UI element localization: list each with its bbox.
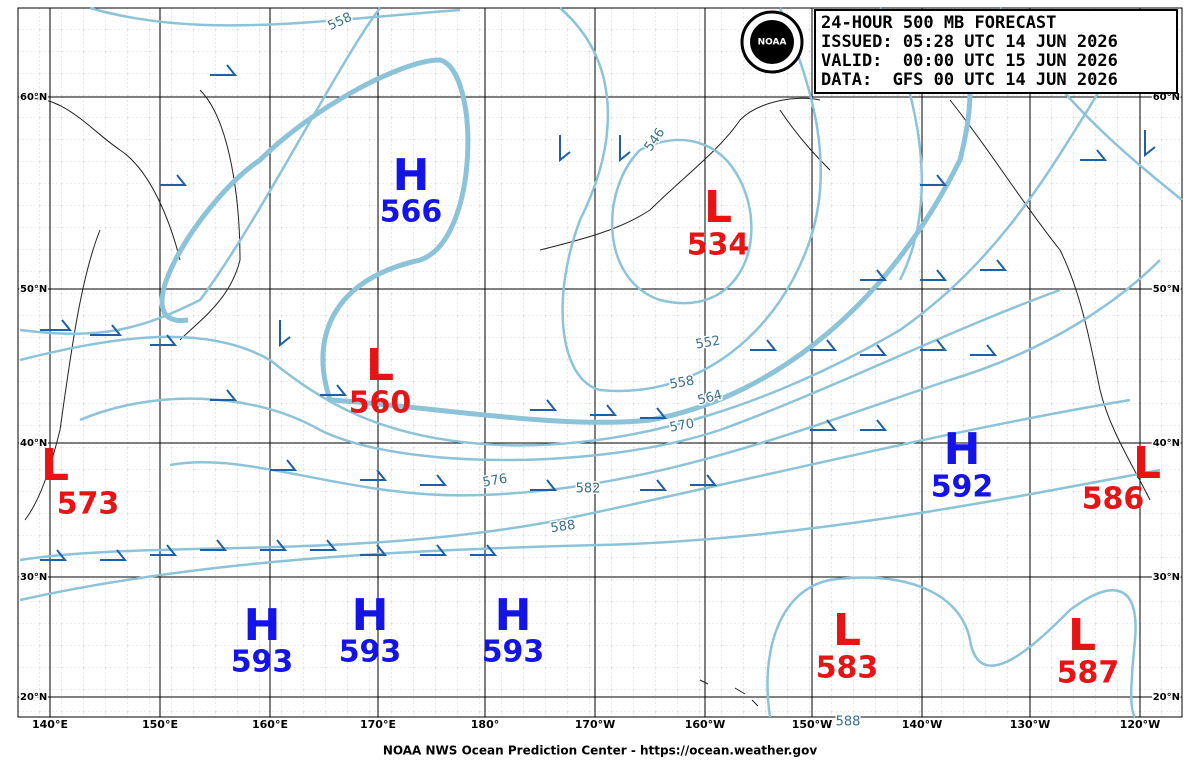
pressure-center-type: L (1068, 610, 1096, 661)
latitude-label: 30°N (1153, 572, 1180, 583)
pressure-center-value: 566 (380, 195, 443, 230)
pressure-center-value: 587 (1057, 656, 1120, 691)
longitude-label: 120°W (1120, 718, 1161, 731)
pressure-center-value: 534 (687, 228, 750, 263)
latitude-label: 40°N (20, 438, 47, 449)
longitude-label: 160°W (685, 718, 726, 731)
pressure-center-type: L (1133, 438, 1161, 489)
longitude-label: 180° (471, 718, 499, 731)
pressure-center-value: 560 (349, 386, 412, 421)
longitude-label: 140°W (902, 718, 943, 731)
height-contours (19, 6, 1183, 718)
graticule (18, 8, 1182, 717)
pressure-center-type: H (352, 590, 389, 641)
logo-text: NOAA (758, 38, 787, 48)
contour-label: 582 (576, 482, 601, 497)
longitude-label: 160°E (252, 718, 288, 731)
pressure-center-type: L (833, 605, 861, 656)
header-line: DATA: GFS 00 UTC 14 JUN 2026 (821, 70, 1118, 90)
pressure-center-type: H (393, 150, 430, 201)
longitude-label: 150°W (792, 718, 833, 731)
longitude-label: 140°E (32, 718, 68, 731)
pressure-center-type: L (366, 340, 394, 391)
contour-label: 552 (694, 333, 721, 352)
latitude-label: 50°N (20, 284, 47, 295)
map-frame (17, 7, 1183, 718)
pressure-center-type: H (944, 424, 981, 475)
header-box (814, 9, 1178, 94)
latitude-label: 30°N (20, 572, 47, 583)
longitude-label: 170°E (360, 718, 396, 731)
header-line: ISSUED: 05:28 UTC 14 JUN 2026 (821, 32, 1118, 52)
longitude-label: 150°E (142, 718, 178, 731)
header-line: 24-HOUR 500 MB FORECAST (821, 13, 1056, 33)
pressure-center-type: H (244, 600, 281, 651)
coastlines (19, 89, 1151, 707)
pressure-center-value: 573 (57, 487, 120, 522)
pressure-center-type: L (41, 440, 69, 491)
header-line: VALID: 00:00 UTC 15 JUN 2026 (821, 51, 1118, 71)
latitude-label: 20°N (20, 692, 47, 703)
latitude-label: 60°N (20, 92, 47, 103)
latitude-label: 20°N (1153, 692, 1180, 703)
pressure-center-value: 593 (339, 635, 402, 670)
pressure-center-value: 593 (482, 635, 545, 670)
contour-label: 588 (836, 715, 861, 730)
pressure-center-value: 592 (931, 470, 994, 505)
footer: NOAA NWS Ocean Prediction Center - https… (383, 744, 817, 758)
wind-barbs (40, 64, 1156, 561)
longitude-label: 130°W (1010, 718, 1051, 731)
latitude-label: 40°N (1153, 438, 1180, 449)
longitude-label: 170°W (575, 718, 616, 731)
pressure-center-type: L (704, 182, 732, 233)
latitude-label: 50°N (1153, 284, 1180, 295)
pressure-center-value: 593 (231, 645, 294, 680)
contour-label: 558 (668, 373, 695, 392)
contour-label: 570 (668, 416, 695, 435)
pressure-center-value: 583 (816, 651, 879, 686)
contour-label: 588 (550, 518, 577, 536)
contour-label: 576 (481, 471, 508, 490)
pressure-center-type: H (495, 590, 532, 641)
pressure-center-value: 586 (1082, 482, 1145, 517)
noaa-logo: NOAA (740, 10, 804, 74)
